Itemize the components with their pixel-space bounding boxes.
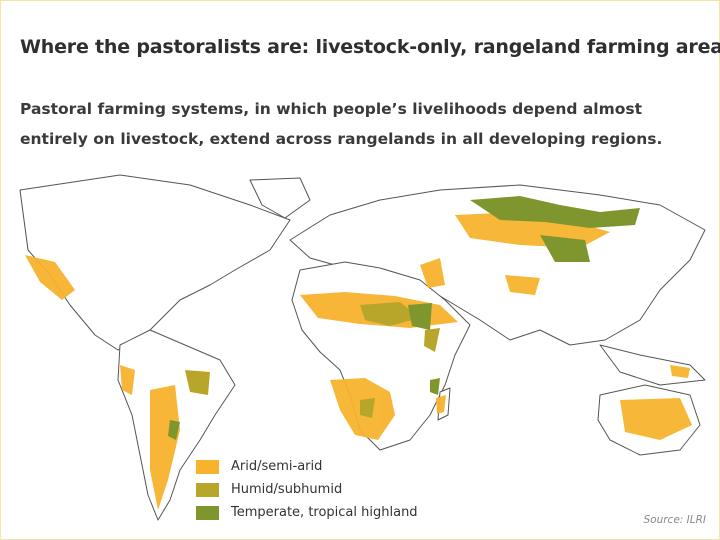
- world-map: [19, 174, 706, 521]
- north-america-landmass: [19, 174, 291, 351]
- legend-item-humid: Humid/subhumid: [196, 478, 418, 501]
- legend-swatch-humid: [196, 482, 219, 497]
- legend-label: Arid/semi-arid: [231, 459, 323, 474]
- legend-item-arid: Arid/semi-arid: [196, 455, 418, 478]
- source-credit: Source: ILRI: [643, 514, 706, 526]
- legend-swatch-highland: [196, 505, 219, 520]
- legend-label: Humid/subhumid: [231, 482, 343, 497]
- pastoral-areas-highland: [168, 196, 640, 440]
- legend-swatch-arid: [196, 459, 219, 474]
- legend-item-highland: Temperate, tropical highland: [196, 501, 418, 524]
- greenland-landmass: [249, 177, 311, 219]
- page-title: Where the pastoralists are: livestock-on…: [20, 36, 720, 58]
- legend: Arid/semi-arid Humid/subhumid Temperate,…: [196, 455, 418, 524]
- southeast-asia-islands: [599, 344, 706, 386]
- pastoral-areas-humid: [185, 302, 440, 418]
- page-subtitle: Pastoral farming systems, in which peopl…: [20, 100, 663, 148]
- legend-label: Temperate, tropical highland: [231, 505, 418, 520]
